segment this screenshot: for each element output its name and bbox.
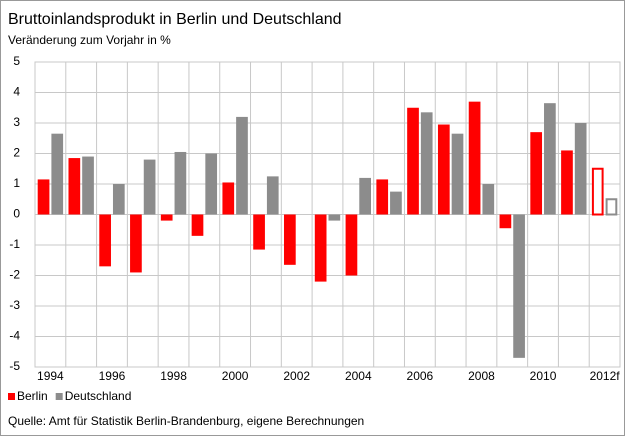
bar bbox=[359, 177, 371, 215]
bar bbox=[160, 214, 173, 221]
y-tick-label: -2 bbox=[9, 268, 20, 282]
x-tick-label: 2006 bbox=[407, 369, 434, 383]
chart-title: Bruttoinlandsprodukt in Berlin und Deuts… bbox=[8, 11, 342, 28]
bar bbox=[174, 151, 187, 215]
bar bbox=[451, 133, 464, 215]
bar bbox=[605, 198, 618, 216]
legend-swatch bbox=[55, 393, 63, 400]
x-tick-label: 2004 bbox=[345, 369, 372, 383]
bar bbox=[513, 214, 525, 358]
y-tick-label: -1 bbox=[9, 237, 20, 251]
x-tick-label: 1998 bbox=[160, 369, 187, 383]
bar bbox=[499, 214, 512, 229]
bar bbox=[314, 214, 327, 282]
x-tick-label: 1996 bbox=[99, 369, 126, 383]
bar bbox=[561, 150, 573, 215]
bar bbox=[437, 124, 450, 215]
y-tick-label: -3 bbox=[9, 298, 20, 312]
legend-label: Berlin bbox=[17, 389, 48, 403]
source: Quelle: Amt für Statistik Berlin-Branden… bbox=[8, 414, 364, 428]
bar bbox=[420, 112, 433, 215]
bar bbox=[328, 214, 341, 221]
y-tick-label: 2 bbox=[13, 146, 20, 160]
bar bbox=[143, 159, 156, 215]
bar bbox=[112, 184, 125, 215]
bar bbox=[236, 116, 248, 215]
legend-label: Deutschland bbox=[65, 389, 132, 403]
bar bbox=[544, 103, 556, 215]
bar bbox=[284, 214, 296, 265]
bar bbox=[376, 179, 389, 215]
y-tick-label: 3 bbox=[13, 115, 20, 129]
x-tick-label: 2002 bbox=[283, 369, 310, 383]
bar bbox=[68, 158, 81, 215]
bar bbox=[37, 179, 50, 215]
bar bbox=[222, 182, 235, 215]
bar bbox=[407, 107, 419, 215]
y-tick-label: -4 bbox=[9, 329, 20, 343]
bar bbox=[191, 214, 204, 236]
legend-swatch bbox=[8, 393, 15, 400]
bar bbox=[82, 156, 94, 215]
bar bbox=[530, 132, 543, 215]
x-tick-label: 2010 bbox=[530, 369, 557, 383]
y-tick-label: 1 bbox=[13, 176, 20, 190]
bar bbox=[51, 133, 64, 215]
x-tick-label: 1994 bbox=[37, 369, 64, 383]
bar bbox=[468, 101, 481, 215]
bar bbox=[574, 123, 587, 215]
y-tick-label: 0 bbox=[13, 207, 20, 221]
bar bbox=[266, 176, 279, 215]
bar bbox=[253, 214, 265, 250]
y-tick-label: 4 bbox=[13, 85, 20, 99]
bar bbox=[205, 153, 218, 215]
x-tick-label: 2012f bbox=[590, 369, 621, 383]
bar bbox=[345, 214, 358, 276]
x-tick-label: 2000 bbox=[222, 369, 249, 383]
chart-subtitle: Veränderung zum Vorjahr in % bbox=[8, 33, 171, 47]
x-tick-label: 2008 bbox=[468, 369, 495, 383]
y-tick-label: 5 bbox=[13, 54, 20, 68]
bar bbox=[99, 214, 111, 267]
bar bbox=[130, 214, 142, 273]
y-tick-label: -5 bbox=[9, 359, 20, 373]
bar bbox=[482, 184, 495, 215]
bar bbox=[591, 167, 604, 216]
bar bbox=[390, 191, 402, 215]
